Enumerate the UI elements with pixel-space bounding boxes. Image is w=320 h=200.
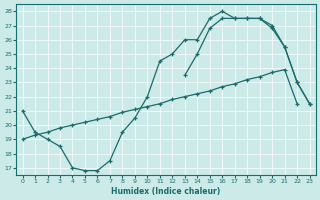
X-axis label: Humidex (Indice chaleur): Humidex (Indice chaleur): [111, 187, 221, 196]
